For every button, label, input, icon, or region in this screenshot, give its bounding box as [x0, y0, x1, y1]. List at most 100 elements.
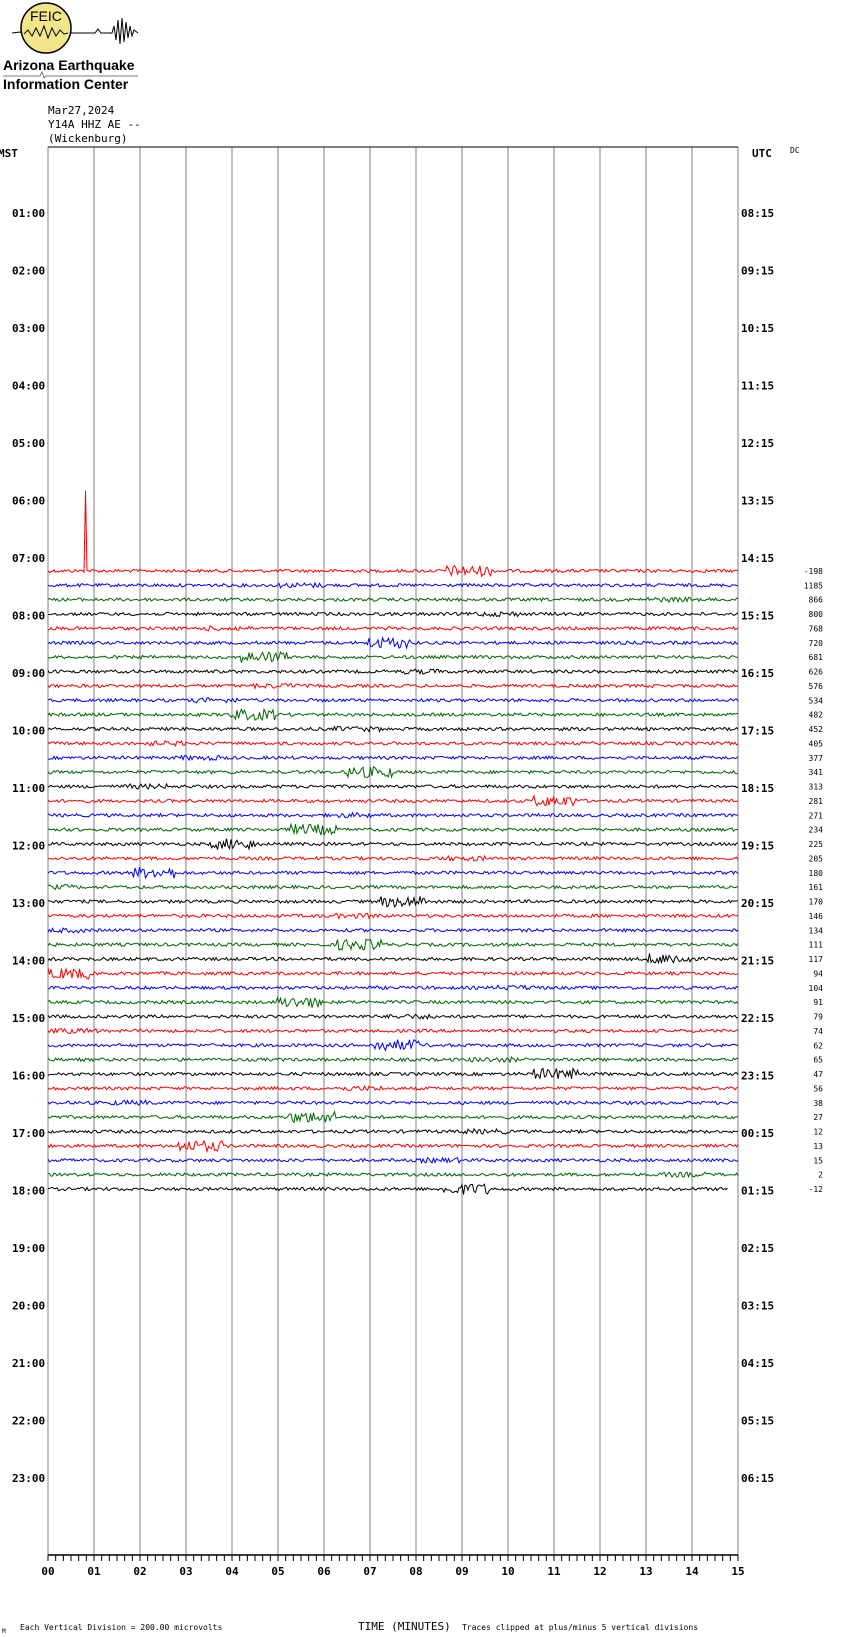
utc-hour-label: 23:15 — [741, 1070, 774, 1083]
x-tick-label: 08 — [409, 1565, 422, 1578]
logo-line2: Information Center — [3, 76, 129, 92]
x-tick-label: 04 — [225, 1565, 239, 1578]
utc-hour-label: 17:15 — [741, 725, 774, 738]
dc-offset-label: 341 — [809, 768, 824, 777]
seismic-trace — [47, 595, 739, 604]
x-tick-label: 03 — [179, 1565, 192, 1578]
x-tick-label: 10 — [501, 1565, 514, 1578]
mst-axis-title: MST — [0, 147, 18, 160]
utc-hour-label: 15:15 — [741, 610, 774, 623]
mst-hour-label: 20:00 — [12, 1300, 45, 1313]
utc-hour-label: 08:15 — [741, 207, 774, 220]
dc-offset-label: 79 — [813, 1013, 823, 1022]
seismic-trace — [47, 953, 739, 965]
dc-offset-label: 2 — [818, 1171, 823, 1180]
seismic-trace — [47, 811, 739, 819]
dc-offset-label: 12 — [813, 1128, 823, 1137]
x-tick-label: 00 — [41, 1565, 54, 1578]
seismic-trace — [47, 996, 739, 1008]
dc-offset-label: 38 — [813, 1099, 823, 1108]
seismic-trace — [47, 895, 739, 908]
x-tick-label: 05 — [271, 1565, 284, 1578]
mst-hour-label: 12:00 — [12, 840, 45, 853]
dc-offset-label: -12 — [809, 1185, 824, 1194]
dc-offset-label: 74 — [813, 1027, 823, 1036]
seismic-trace — [47, 668, 739, 675]
utc-hour-label: 20:15 — [741, 897, 774, 910]
utc-hour-label: 19:15 — [741, 840, 774, 853]
x-tick-label: 15 — [731, 1565, 744, 1578]
mst-hour-label: 03:00 — [12, 322, 45, 335]
station-label: Y14A HHZ AE -- — [48, 118, 141, 131]
logo-acronym: FEIC — [30, 8, 62, 24]
seismic-trace — [47, 1171, 739, 1179]
dc-offset-label: 134 — [809, 926, 824, 935]
dc-offset-label: 47 — [813, 1070, 823, 1079]
dc-offset-label: 681 — [809, 653, 824, 662]
footer-clip-note: Traces clipped at plus/minus 5 vertical … — [462, 1623, 698, 1632]
mst-hour-label: 19:00 — [12, 1242, 45, 1255]
seismic-trace — [47, 611, 739, 618]
dc-offset-label: 13 — [813, 1142, 823, 1151]
mst-hour-label: 08:00 — [12, 610, 45, 623]
dc-offset-label: 534 — [809, 696, 824, 705]
mst-hour-label: 16:00 — [12, 1070, 45, 1083]
mst-hour-label: 21:00 — [12, 1357, 45, 1370]
dc-offset-label: 62 — [813, 1041, 823, 1050]
dc-offset-label: 65 — [813, 1056, 823, 1065]
seismic-trace — [47, 635, 739, 650]
seismic-trace — [47, 1056, 739, 1064]
x-tick-label: 06 — [317, 1565, 331, 1578]
seismic-trace — [47, 883, 739, 891]
dc-offset-label: 768 — [809, 624, 824, 633]
utc-hour-label: 18:15 — [741, 782, 774, 795]
dc-offset-label: -198 — [804, 567, 823, 576]
location-label: (Wickenburg) — [48, 132, 127, 145]
mst-hour-label: 09:00 — [12, 667, 45, 680]
x-tick-label: 13 — [639, 1565, 652, 1578]
seismic-trace — [47, 1084, 739, 1092]
utc-hour-label: 16:15 — [741, 667, 774, 680]
seismic-trace — [47, 1127, 739, 1135]
dc-offset-label: 27 — [813, 1113, 823, 1122]
dc-offset-label: 720 — [809, 639, 824, 648]
seismic-trace — [47, 651, 739, 663]
mst-hour-label: 23:00 — [12, 1472, 45, 1485]
dc-offset-label: 56 — [813, 1084, 823, 1093]
dc-offset-label: 576 — [809, 682, 824, 691]
mst-hour-label: 15:00 — [12, 1012, 45, 1025]
mst-hour-label: 05:00 — [12, 437, 45, 450]
seismic-trace — [47, 967, 739, 980]
dc-offset-label: 405 — [809, 739, 824, 748]
mst-hour-label: 06:00 — [12, 495, 45, 508]
utc-hour-label: 12:15 — [741, 437, 774, 450]
seismic-trace — [47, 1156, 739, 1165]
dc-offset-label: 15 — [813, 1156, 823, 1165]
utc-hour-label: 11:15 — [741, 380, 774, 393]
utc-hour-label: 00:15 — [741, 1127, 774, 1140]
logo: FEIC Arizona Earthquake Information Cent… — [3, 2, 139, 92]
mst-hour-label: 22:00 — [12, 1415, 45, 1428]
utc-hour-label: 01:15 — [741, 1185, 774, 1198]
seismic-trace — [47, 912, 739, 920]
seismic-trace — [47, 1027, 739, 1035]
dc-offset-label: 180 — [809, 869, 824, 878]
x-tick-label: 09 — [455, 1565, 468, 1578]
logo-circle — [20, 2, 72, 54]
seismic-trace — [47, 822, 739, 837]
x-tick-label: 07 — [363, 1565, 376, 1578]
utc-hour-label: 10:15 — [741, 322, 774, 335]
dc-offset-label: 225 — [809, 840, 824, 849]
dc-offset-label: 1185 — [804, 581, 823, 590]
utc-hour-label: 22:15 — [741, 1012, 774, 1025]
dc-offset-label: 111 — [809, 941, 824, 950]
dc-offset-label: 234 — [809, 826, 824, 835]
utc-hour-label: 05:15 — [741, 1415, 774, 1428]
seismic-trace — [47, 782, 739, 790]
seismic-trace — [47, 581, 739, 589]
dc-offset-label: 146 — [809, 912, 824, 921]
dc-title: DC — [790, 146, 800, 155]
utc-hour-label: 14:15 — [741, 552, 774, 565]
x-tick-label: 02 — [133, 1565, 146, 1578]
